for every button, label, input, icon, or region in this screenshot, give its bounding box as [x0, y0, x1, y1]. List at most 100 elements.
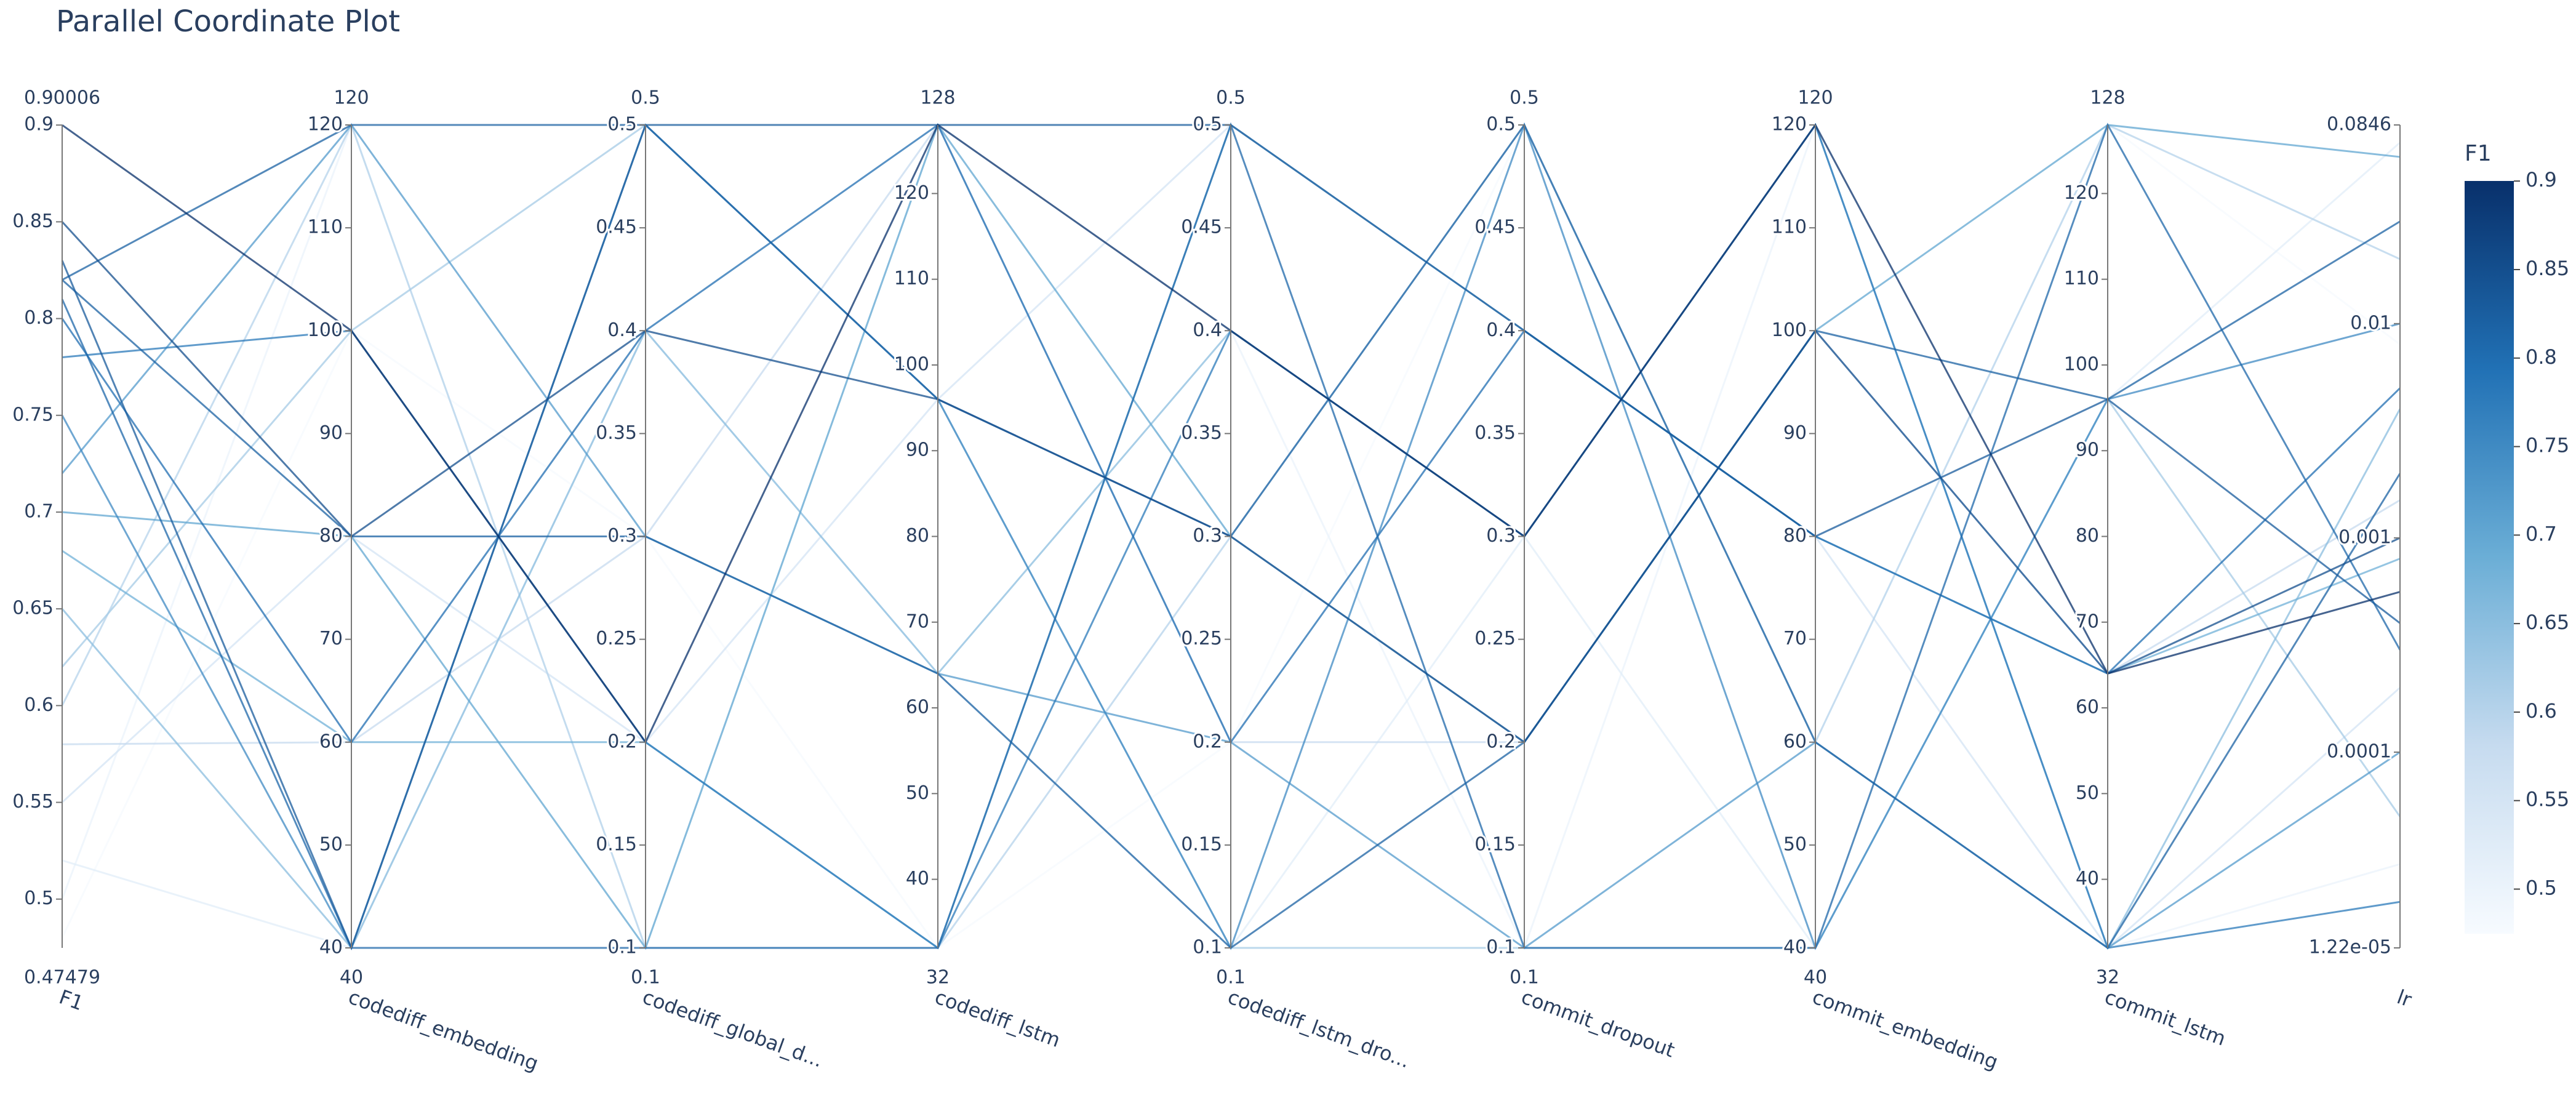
tick-label: 60	[906, 697, 929, 718]
tick-label: 80	[319, 525, 343, 547]
tick-label: 70	[906, 611, 929, 632]
tick-label: 60	[319, 731, 343, 752]
tick-label: 120	[894, 182, 929, 204]
axis-label: codediff_global_d...	[639, 985, 826, 1072]
colorbar-tick-label: 0.5	[2526, 876, 2557, 900]
colorbar-tick-label: 0.8	[2526, 345, 2557, 369]
tick-label: 50	[906, 782, 929, 804]
range-min-label: 40	[1804, 967, 1827, 989]
range-min-label: 0.47479	[24, 967, 100, 989]
tick-label: 110	[2064, 268, 2099, 289]
tick-label: 0.85	[12, 211, 54, 232]
range-max-label: 128	[920, 87, 955, 109]
colorbar	[2465, 181, 2514, 934]
tick-label: 0.65	[12, 598, 54, 619]
axis-label: codediff_lstm	[932, 985, 1063, 1052]
tick-label: 0.5	[24, 888, 54, 909]
tick-label: 0.25	[1181, 628, 1222, 649]
axis-label: codediff_embedding	[345, 985, 542, 1075]
tick-label: 0.15	[596, 833, 637, 855]
tick-label: 0.2	[1486, 731, 1516, 752]
tick-label: 70	[1783, 628, 1807, 649]
tick-label: 0.5	[1486, 114, 1516, 135]
tick-label: 0.6	[24, 694, 54, 716]
tick-label: 0.1	[1193, 937, 1222, 958]
chart-title: Parallel Coordinate Plot	[56, 4, 400, 39]
tick-label: 80	[2076, 525, 2099, 547]
tick-label: 100	[894, 353, 929, 375]
tick-label: 40	[319, 937, 343, 958]
range-min-label: 0.1	[1510, 967, 1539, 989]
tick-label: 0.3	[1193, 525, 1222, 547]
tick-label: 0.15	[1474, 833, 1516, 855]
tick-label: 90	[2076, 439, 2099, 461]
colorbar-tick-label: 0.7	[2526, 522, 2557, 545]
range-max-label: 0.5	[631, 87, 660, 109]
tick-label: 0.0846	[2327, 114, 2391, 135]
tick-label: 50	[319, 833, 343, 855]
range-max-label: 120	[334, 87, 369, 109]
tick-label: 50	[1783, 833, 1807, 855]
tick-label: 0.4	[607, 319, 637, 341]
tick-label: 100	[1772, 319, 1807, 341]
tick-label: 0.45	[1474, 217, 1516, 238]
tick-label: 0.25	[596, 628, 637, 649]
colorbar-title: F1	[2465, 141, 2492, 166]
tick-label: 0.01	[2350, 312, 2391, 334]
tick-label: 0.5	[1193, 114, 1222, 135]
axis-label: lr	[2394, 985, 2415, 1012]
tick-label: 0.1	[607, 937, 637, 958]
range-max-label: 120	[1798, 87, 1833, 109]
tick-label: 0.35	[1474, 422, 1516, 444]
tick-label: 0.3	[607, 525, 637, 547]
range-max-label: 128	[2090, 87, 2125, 109]
range-min-label: 40	[340, 967, 363, 989]
tick-label: 120	[2064, 182, 2099, 204]
tick-label: 0.2	[1193, 731, 1222, 752]
tick-label: 90	[906, 439, 929, 461]
tick-label: 0.5	[607, 114, 637, 135]
tick-label: 60	[1783, 731, 1807, 752]
tick-label: 0.4	[1193, 319, 1222, 341]
tick-label: 1.22e-05	[2309, 937, 2391, 958]
colorbar-tick-label: 0.75	[2526, 434, 2569, 457]
tick-label: 50	[2076, 782, 2099, 804]
tick-label: 0.35	[1181, 422, 1222, 444]
tick-label: 40	[2076, 868, 2099, 889]
tick-label: 100	[308, 319, 343, 341]
tick-label: 120	[308, 114, 343, 135]
range-max-label: 0.5	[1510, 87, 1539, 109]
tick-label: 110	[308, 217, 343, 238]
range-min-label: 0.1	[631, 967, 660, 989]
tick-label: 0.8	[24, 307, 54, 329]
tick-label: 0.15	[1181, 833, 1222, 855]
range-min-label: 32	[2096, 967, 2119, 989]
colorbar-tick-label: 0.6	[2526, 699, 2557, 723]
tick-label: 0.001	[2338, 526, 2391, 548]
axis-label: commit_dropout	[1518, 985, 1678, 1062]
tick-label: 0.4	[1486, 319, 1516, 341]
tick-label: 90	[1783, 422, 1807, 444]
range-min-label: 32	[926, 967, 950, 989]
tick-label: 40	[906, 868, 929, 889]
tick-label: 70	[2076, 611, 2099, 632]
tick-label: 120	[1772, 114, 1807, 135]
range-max-label: 0.5	[1216, 87, 1246, 109]
tick-label: 80	[906, 525, 929, 547]
axis-label: commit_lstm	[2102, 985, 2229, 1050]
tick-label: 100	[2064, 353, 2099, 375]
tick-label: 0.2	[607, 731, 637, 752]
tick-label: 40	[1783, 937, 1807, 958]
tick-label: 0.1	[1486, 937, 1516, 958]
tick-label: 0.3	[1486, 525, 1516, 547]
range-max-label: 0.90006	[24, 87, 100, 109]
tick-label: 110	[894, 268, 929, 289]
tick-label: 70	[319, 628, 343, 649]
tick-label: 0.9	[24, 114, 54, 135]
range-min-label: 0.1	[1216, 967, 1246, 989]
tick-label: 110	[1772, 217, 1807, 238]
colorbar-tick-label: 0.9	[2526, 168, 2557, 191]
tick-label: 0.0001	[2327, 740, 2391, 762]
colorbar-tick-label: 0.85	[2526, 257, 2569, 280]
